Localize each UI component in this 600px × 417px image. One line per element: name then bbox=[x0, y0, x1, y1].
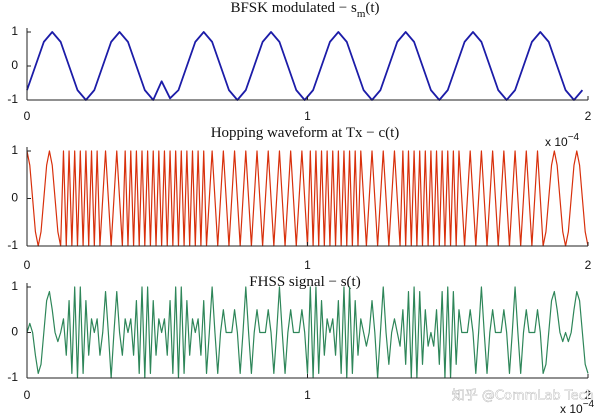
x-tick-label: 0 bbox=[24, 388, 31, 402]
x-tick-label: 1 bbox=[304, 388, 311, 402]
x-tick-label: 0 bbox=[24, 109, 31, 123]
watermark: 知乎 @CommLab Tech bbox=[452, 388, 594, 404]
y-tick-label: 1 bbox=[11, 143, 18, 157]
x-tick-label: 2 bbox=[585, 109, 592, 123]
title-text: FHSS signal − s(t) bbox=[249, 274, 360, 290]
y-tick-label: 0 bbox=[11, 191, 18, 205]
x-exponent: x 10−4 bbox=[545, 132, 580, 150]
x-exponent: x 10−4 bbox=[560, 399, 595, 417]
subplot-title: FHSS signal − s(t) bbox=[249, 274, 360, 290]
x-tick-label: 1 bbox=[304, 109, 311, 123]
y-tick-label: -1 bbox=[7, 238, 18, 252]
subplot-title: Hopping waveform at Tx − c(t) bbox=[211, 125, 400, 141]
y-tick-label: 0 bbox=[11, 325, 18, 339]
x-tick-label: 0 bbox=[24, 258, 31, 272]
x-tick-label: 1 bbox=[304, 258, 311, 272]
title-text: BFSK modulated − s bbox=[230, 0, 357, 16]
subplot-title: BFSK modulated − sm(t) bbox=[230, 0, 379, 19]
y-tick-label: 1 bbox=[11, 279, 18, 293]
subplot: Hopping waveform at Tx − c(t) -1 0 1 0 1 2 x 10… bbox=[7, 125, 591, 272]
exponent-power: −4 bbox=[568, 132, 580, 143]
exponent-base: x 10 bbox=[545, 135, 568, 149]
y-tick-label: -1 bbox=[7, 370, 18, 384]
x-tick-label: 2 bbox=[585, 388, 592, 402]
y-tick-label: 1 bbox=[11, 24, 18, 38]
subplot: BFSK modulated − sm(t) -1 0 1 0 1 2 bbox=[7, 0, 591, 123]
title-text: Hopping waveform at Tx − c(t) bbox=[211, 125, 400, 141]
title-suffix: (t) bbox=[365, 0, 379, 16]
exponent-power: −4 bbox=[583, 399, 595, 410]
y-tick-label: 0 bbox=[11, 58, 18, 72]
x-tick-label: 2 bbox=[585, 258, 592, 272]
signal-line bbox=[26, 286, 589, 379]
y-tick-label: -1 bbox=[7, 92, 18, 106]
title-subscript: m bbox=[357, 8, 366, 20]
exponent-base: x 10 bbox=[560, 402, 583, 416]
subplot: FHSS signal − s(t) -1 0 1 0 1 2x 10−4 bbox=[7, 274, 594, 416]
